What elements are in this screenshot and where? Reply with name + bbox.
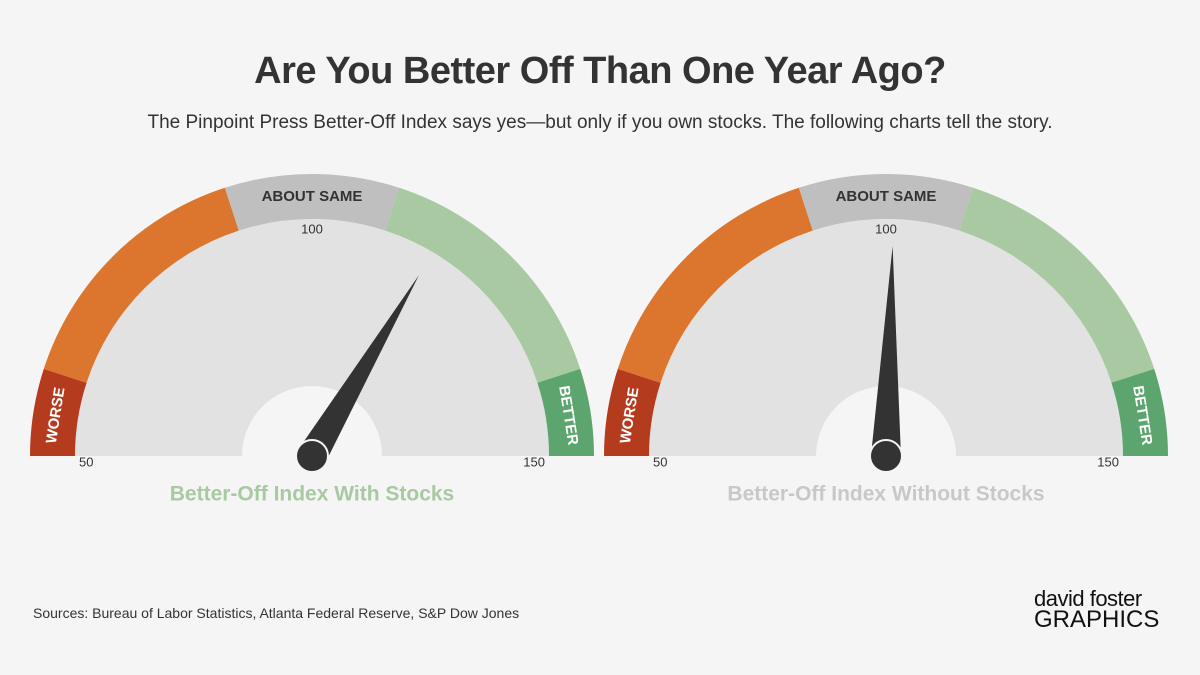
gauge-band (537, 368, 594, 456)
tick-label: 150 (1097, 455, 1119, 470)
tick-label: 150 (523, 455, 545, 470)
gauge-band (604, 368, 661, 456)
gauge-needle (299, 275, 419, 464)
gauge-band (798, 173, 974, 231)
logo: david foster GRAPHICS (1034, 588, 1174, 632)
band-label: ABOUT SAME (262, 188, 363, 205)
source-note: Sources: Bureau of Labor Statistics, Atl… (33, 605, 520, 621)
gauge-title: Better-Off Index Without Stocks (727, 483, 1044, 506)
tick-label: 50 (653, 455, 667, 470)
gauge-band (1111, 368, 1168, 456)
gauge-band (385, 187, 581, 383)
page-subtitle: The Pinpoint Press Better-Off Index says… (147, 112, 1053, 133)
tick-label: 100 (301, 222, 323, 237)
logo-line1: david foster (1034, 586, 1142, 611)
needle-pivot (295, 439, 329, 473)
gauge-title: Better-Off Index With Stocks (170, 483, 455, 506)
gauge-band (30, 368, 87, 456)
gauge-band (224, 174, 400, 231)
needle-pivot (869, 439, 903, 473)
gauge-face (75, 219, 549, 456)
tick-label: 50 (79, 455, 93, 470)
gauge-needle (871, 246, 901, 457)
band-label: ABOUT SAME (836, 188, 937, 205)
logo-line2: GRAPHICS (1034, 606, 1160, 633)
page-title: Are You Better Off Than One Year Ago? (254, 50, 946, 92)
gauge-band (43, 187, 239, 383)
tick-label: 100 (875, 222, 897, 237)
gauge-band (959, 187, 1155, 383)
gauge-band (617, 187, 813, 383)
